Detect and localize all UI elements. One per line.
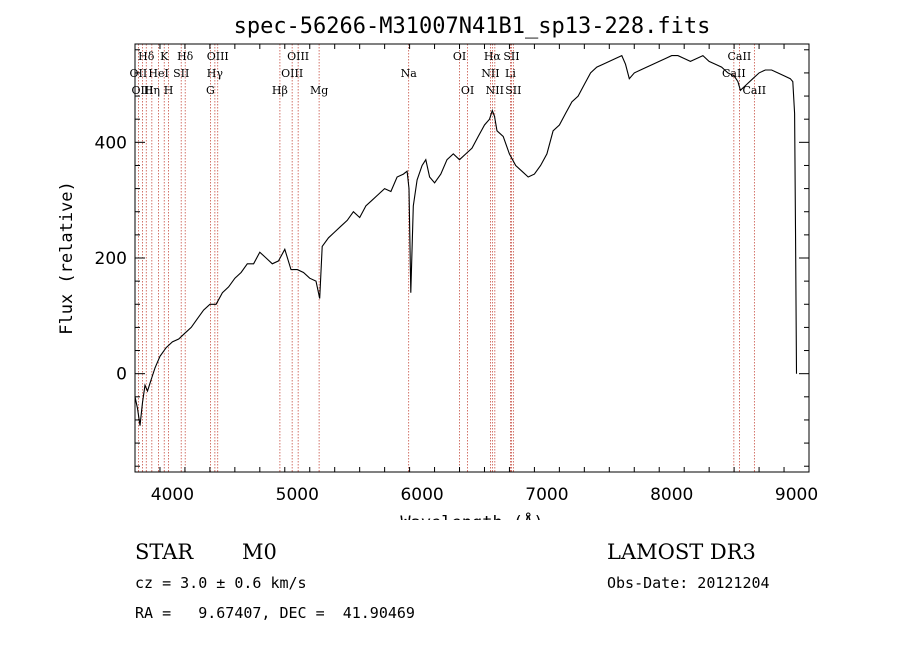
spectral-line-label: CaII [742, 84, 766, 97]
x-axis-ticks: 4000 5000 6000 7000 8000 9000 [134, 44, 818, 505]
spectral-line-label: HeI [148, 67, 168, 80]
spectral-line-label: SII [173, 67, 189, 80]
spectral-line-label: K [160, 50, 169, 63]
object-class: STAR [135, 540, 194, 564]
redshift-velocity: cz = 3.0 ± 0.6 km/s [135, 574, 307, 592]
spectral-line-label: NII [486, 84, 504, 97]
chart-title: spec-56266-M31007N41B1_sp13-228.fits [234, 14, 711, 39]
spectral-line-label: CaII [722, 67, 746, 80]
spectrum-line [134, 54, 798, 426]
x-tick-label: 4000 [151, 485, 194, 505]
spectral-line-label: Hδ [138, 50, 155, 63]
spectral-line-label: Li [505, 67, 516, 80]
x-tick-label: 5000 [276, 485, 319, 505]
spectrum-chart: spec-56266-M31007N41B1_sp13-228.fits Hδ O… [57, 14, 818, 520]
y-axis-ticks: 0 200 400 [95, 49, 809, 467]
spectral-line-label: Hα [484, 50, 502, 63]
spectral-line-label: CaII [728, 50, 752, 63]
plot-frame [134, 43, 810, 473]
y-tick-label: 400 [95, 133, 127, 153]
spectral-line-label: H [164, 84, 174, 97]
spectral-line-label: OI [461, 84, 474, 97]
y-tick-label: 0 [116, 365, 127, 385]
x-tick-label: 8000 [650, 485, 693, 505]
spectral-line-label: G [206, 84, 215, 97]
spectral-line-label: OIII [287, 50, 309, 63]
spectral-line-markers [138, 44, 755, 472]
spectral-line-label: OIII [131, 84, 153, 97]
spectral-line-label: OIII [207, 50, 229, 63]
spectral-line-label: OII [130, 67, 148, 80]
spectral-line-label: Mg [310, 84, 328, 97]
x-tick-label: 6000 [400, 485, 443, 505]
spectral-line-label: NII [481, 67, 499, 80]
spectral-line-label: OIII [281, 67, 303, 80]
spectral-line-label: Hβ [272, 84, 288, 97]
y-axis-label: Flux (relative) [57, 181, 77, 335]
spectral-line-label: Hγ [207, 67, 224, 80]
spectral-line-label: Hη [144, 84, 160, 97]
survey-label: LAMOST DR3 [607, 540, 756, 564]
coordinates: RA = 9.67407, DEC = 41.90469 [135, 604, 415, 622]
spectral-line-labels: Hδ OII OIII K HeI Hη H SII Hδ OIII Hγ G OIII OIII Hβ Mg… [130, 50, 767, 97]
x-tick-label: 7000 [525, 485, 568, 505]
spectral-line-label: SII [505, 84, 521, 97]
object-subclass: M0 [242, 540, 277, 564]
x-axis-label: Wavelength (Å) [400, 511, 543, 520]
spectral-line-label: SII [503, 50, 519, 63]
observation-date: Obs-Date: 20121204 [607, 574, 770, 592]
spectral-line-label: Hδ [177, 50, 194, 63]
spectral-line-label: OI [453, 50, 466, 63]
spectral-line-label: Na [401, 67, 418, 80]
x-tick-label: 9000 [775, 485, 818, 505]
y-tick-label: 200 [95, 249, 127, 269]
